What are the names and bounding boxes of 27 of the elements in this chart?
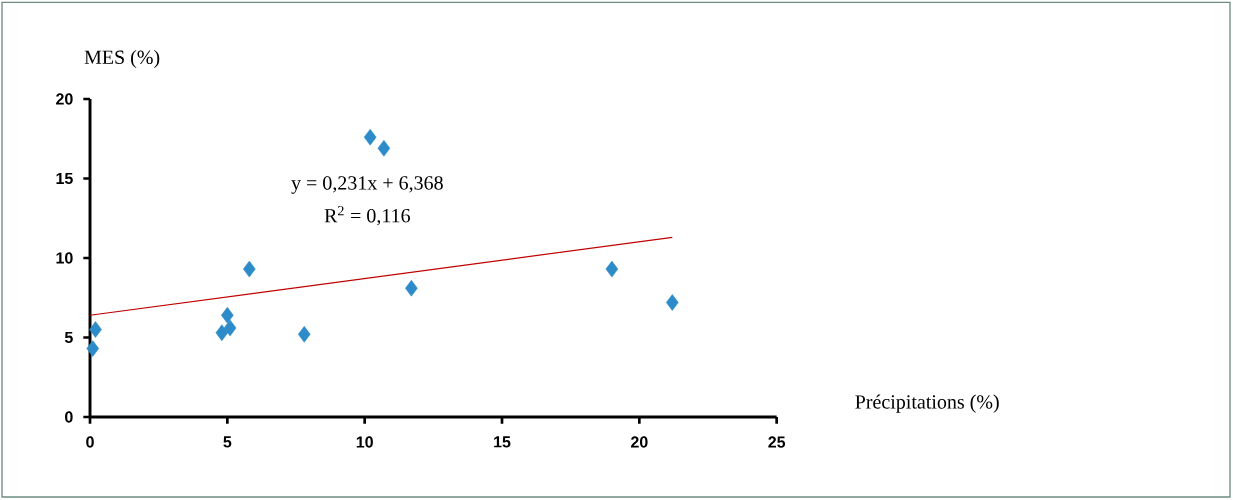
point [223, 319, 237, 337]
point [221, 306, 234, 324]
y-tick-label: 10 [56, 252, 73, 264]
x-tick-label: 5 [223, 436, 232, 448]
point [86, 340, 100, 357]
y-tick-label: 0 [65, 411, 73, 423]
x-tick-label: 25 [768, 436, 786, 448]
annotation: y = 0,231x + 6,368 [291, 176, 443, 194]
x-tick-label: 15 [494, 436, 511, 448]
point [297, 326, 311, 343]
x-axis-title: Précipitations (%) [855, 394, 999, 413]
point [215, 324, 229, 341]
annotation: R$^{2}$ = 0,116 [324, 206, 411, 226]
y-tick-label: 5 [64, 331, 73, 344]
point [377, 140, 391, 157]
point [405, 279, 418, 297]
point [363, 128, 377, 146]
x-tick-label: 0 [86, 436, 94, 448]
point [89, 321, 102, 338]
x-tick-label: 10 [356, 436, 373, 448]
point [605, 260, 619, 278]
y-tick-label: 15 [56, 172, 73, 185]
point [666, 294, 679, 311]
point [243, 260, 256, 278]
y-axis-title: MES (%) [84, 49, 160, 69]
y-tick-label: 20 [56, 93, 73, 105]
x-tick-label: 20 [631, 436, 648, 448]
